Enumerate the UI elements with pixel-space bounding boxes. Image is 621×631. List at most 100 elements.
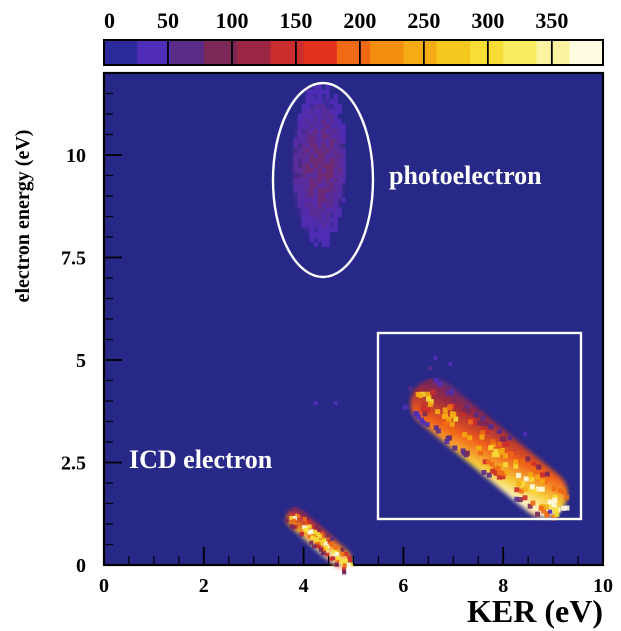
colorbar-swatch [137, 40, 172, 65]
inset-icd-bin [542, 479, 548, 485]
icd-electron-bin [306, 519, 311, 524]
icd-electron-bin [334, 562, 339, 567]
inset-icd-bin [444, 438, 450, 444]
inset-icd-bin [450, 428, 456, 434]
inset-icd-bin [427, 379, 433, 385]
inset-icd-bin [503, 453, 509, 459]
icd-electron-bin [302, 516, 307, 521]
icd-electron-bin [317, 534, 322, 539]
inset-icd-bin [446, 416, 452, 422]
icd-electron-bin [328, 541, 333, 546]
photoelectron-bin [313, 89, 318, 95]
inset-icd-bin [493, 448, 499, 454]
inset-icd-bin [500, 474, 506, 480]
y-axis-tick-label: 7.5 [61, 248, 86, 270]
photoelectron-ellipse [271, 81, 375, 279]
inset-icd-bin [424, 422, 430, 428]
icd-electron-bin [315, 532, 320, 537]
inset-icd-bin [472, 420, 478, 426]
inset-icd-bin [507, 435, 513, 441]
inset-icd-bin [433, 378, 439, 384]
inset-icd-bin [497, 441, 503, 447]
photoelectron-bin [341, 123, 346, 129]
icd-electron-bin [339, 558, 344, 563]
colorbar-tick-label: 50 [157, 8, 179, 33]
inset-icd-bin [519, 459, 525, 465]
inset-icd-bin [535, 474, 541, 480]
inset-icd-bin [466, 409, 472, 415]
photoelectron-bin [333, 227, 338, 233]
inset-icd-bin [488, 424, 494, 430]
colorbar-swatch [403, 40, 438, 65]
icd-electron-bin [344, 551, 349, 556]
photoelectron-bin [329, 99, 334, 105]
inset-icd-bin [480, 430, 486, 436]
icd-electron-bin [323, 541, 328, 546]
photoelectron-bin [333, 104, 338, 110]
inset-icd-bin [437, 381, 443, 387]
x-axis-tick-label: 10 [593, 575, 613, 597]
inset-icd-bin [522, 495, 528, 501]
inset-icd-bin [517, 497, 523, 503]
x-axis-tick-label: 4 [299, 575, 309, 597]
icd-electron-bin [315, 540, 320, 545]
background-speckle [448, 362, 453, 367]
inset-icd-bin [485, 459, 491, 465]
icd-electron-bin [307, 530, 312, 535]
icd-electron-bin [304, 525, 309, 530]
inset-icd-bin [449, 421, 455, 427]
inset-icd-bin [514, 487, 520, 493]
background-speckle [313, 401, 318, 405]
inset-icd-bin [531, 487, 537, 493]
x-axis: 0 2 4 6 8 10 [99, 547, 613, 597]
icd-electron-bin [307, 524, 312, 529]
icd-electron-bin [347, 564, 352, 569]
inset-icd-bin [452, 445, 458, 451]
inset-icd-bin [527, 503, 533, 509]
icd-electron-bin [322, 551, 327, 556]
photoelectron-bin [337, 104, 342, 110]
icd-electron-bin [310, 535, 315, 540]
photoelectron-bin [341, 138, 346, 144]
icd-electron-bin [301, 512, 306, 517]
inset-icd-bin [531, 462, 537, 468]
inset-icd-bin [443, 422, 449, 428]
inset-box [376, 331, 583, 521]
photoelectron-bin [305, 94, 310, 100]
inset-icd-bin [529, 476, 535, 482]
photoelectron-bin [309, 89, 314, 95]
photoelectron-bin [309, 237, 314, 242]
inset-icd-bin [561, 489, 567, 495]
inset-icd-bin [441, 414, 447, 420]
icd-electron-bin [292, 516, 297, 521]
inset-icd-bin [477, 420, 483, 426]
icd-electron-bin [342, 569, 347, 574]
photoelectron-bin [325, 241, 330, 247]
icd-electron-bin [314, 524, 319, 529]
inset-icd-bin [433, 425, 439, 431]
inset-icd-bin [564, 494, 570, 500]
y-axis: 0 2.5 5 7.5 10 [61, 92, 122, 577]
inset-icd-bin [561, 505, 567, 511]
inset-icd-bin [535, 511, 541, 517]
inset-icd-bin [435, 428, 441, 434]
icd-electron-bin [348, 558, 353, 563]
photoelectron-bin [333, 94, 338, 100]
photoelectron-bin [325, 237, 330, 242]
inset-icd-bin [451, 397, 457, 403]
photoelectron-bin [317, 89, 322, 95]
icd-electron-bin [298, 510, 303, 515]
photoelectron-bin [313, 241, 318, 247]
icd-electron-bin [325, 533, 330, 538]
inset-icd-bin [496, 470, 502, 476]
inset-icd-bin [516, 472, 522, 478]
inset-icd-bin [428, 399, 434, 405]
icd-electron-bin [332, 549, 337, 554]
inset-icd-bin [461, 407, 467, 413]
background-speckle [433, 355, 438, 360]
inset-icd-bin [541, 508, 547, 514]
icd-electron-bin [344, 558, 349, 563]
annotations: photoelectron ICD electron [129, 81, 583, 521]
icd-electron-bin [313, 529, 318, 534]
